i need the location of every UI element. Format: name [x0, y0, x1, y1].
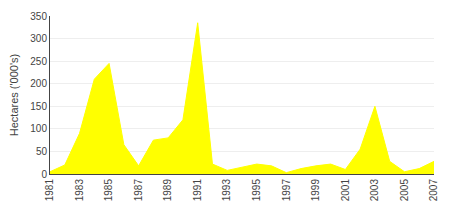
svg-text:1987: 1987	[133, 179, 144, 202]
svg-text:1983: 1983	[74, 179, 85, 202]
svg-text:2005: 2005	[399, 179, 410, 202]
svg-text:1995: 1995	[251, 179, 262, 202]
svg-text:2001: 2001	[340, 179, 351, 202]
svg-text:300: 300	[30, 33, 47, 44]
svg-text:2003: 2003	[369, 179, 380, 202]
svg-text:1985: 1985	[103, 179, 114, 202]
svg-text:1997: 1997	[281, 179, 292, 202]
svg-text:150: 150	[30, 101, 47, 112]
svg-text:1999: 1999	[310, 179, 321, 202]
svg-text:50: 50	[36, 146, 48, 157]
svg-text:0: 0	[41, 169, 47, 180]
svg-text:1981: 1981	[44, 179, 55, 202]
svg-text:350: 350	[30, 11, 47, 22]
svg-text:1993: 1993	[221, 179, 232, 202]
svg-text:Hectares ('000's): Hectares ('000's)	[8, 54, 20, 136]
svg-text:1991: 1991	[192, 179, 203, 202]
svg-text:2007: 2007	[428, 179, 439, 202]
svg-text:250: 250	[30, 56, 47, 67]
svg-text:100: 100	[30, 123, 47, 134]
svg-text:200: 200	[30, 78, 47, 89]
svg-text:1989: 1989	[162, 179, 173, 202]
